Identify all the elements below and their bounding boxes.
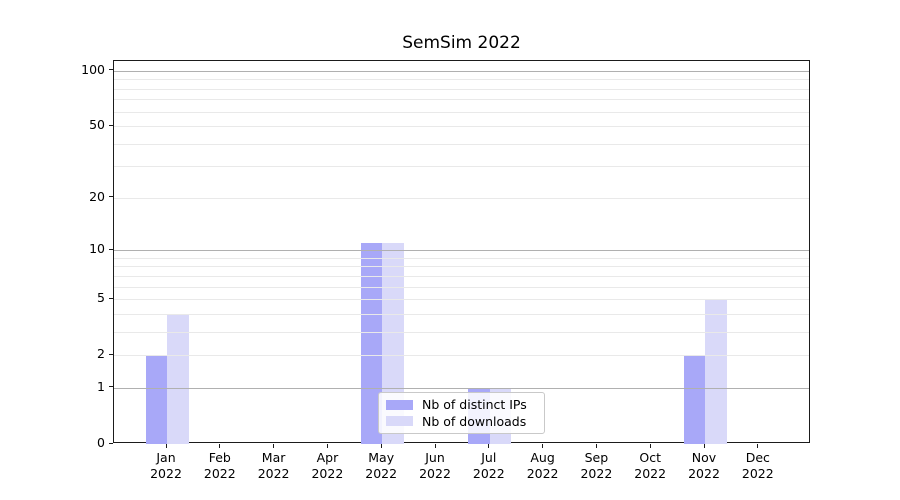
minor-gridline: [114, 143, 809, 145]
x-axis-tick-label: Jan 2022: [150, 450, 182, 481]
minor-gridline: [114, 257, 809, 259]
minor-gridline: [114, 197, 809, 199]
x-axis-tick-label: May 2022: [365, 450, 398, 481]
legend-item-distinct-ips: Nb of distinct IPs: [386, 397, 537, 412]
x-axis-tick-label: Feb 2022: [203, 450, 236, 481]
y-axis-tick-label: 100: [81, 61, 105, 77]
y-tick-mark: [109, 69, 113, 71]
legend: Nb of distinct IPs Nb of downloads: [378, 392, 545, 434]
minor-gridline: [114, 331, 809, 333]
x-tick-mark: [703, 444, 705, 448]
y-axis-tick-label: 5: [97, 290, 105, 306]
major-gridline: [114, 250, 809, 252]
x-axis-tick-label: Mar 2022: [257, 450, 290, 481]
x-axis-tick-label: Jun 2022: [419, 450, 451, 481]
x-axis-tick-label: Jul 2022: [472, 450, 505, 481]
y-axis-tick-label: 2: [97, 346, 105, 362]
x-tick-mark: [434, 444, 436, 448]
y-tick-mark: [109, 196, 113, 198]
bar-distinct-ips-may: [360, 243, 383, 444]
x-tick-mark: [326, 444, 328, 448]
minor-gridline: [114, 111, 809, 113]
minor-gridline: [114, 355, 809, 357]
y-tick-mark: [109, 124, 113, 126]
major-gridline: [114, 70, 809, 72]
legend-swatch-downloads: [386, 416, 413, 427]
x-axis-tick-label: Apr 2022: [311, 450, 344, 481]
y-axis-tick-label: 10: [89, 241, 105, 257]
minor-gridline: [114, 313, 809, 315]
y-tick-mark: [109, 386, 113, 388]
minor-gridline: [114, 79, 809, 81]
y-axis-tick-label: 1: [97, 378, 105, 394]
x-tick-mark: [649, 444, 651, 448]
bar-downloads-jan: [167, 313, 189, 444]
minor-gridline: [114, 166, 809, 168]
bar-downloads-nov: [705, 299, 727, 444]
y-tick-mark: [109, 297, 113, 299]
x-axis-tick-label: Sep 2022: [580, 450, 613, 481]
plot-area: [113, 60, 810, 444]
bar-distinct-ips-jan: [145, 355, 167, 444]
minor-gridline: [114, 299, 809, 301]
y-tick-mark: [109, 442, 113, 444]
y-axis-tick-label: 20: [89, 188, 105, 204]
x-tick-mark: [595, 444, 597, 448]
minor-gridline: [114, 266, 809, 268]
x-axis-tick-label: Dec 2022: [741, 450, 774, 481]
legend-item-downloads: Nb of downloads: [386, 414, 537, 429]
y-tick-mark: [109, 248, 113, 250]
y-axis-tick-label: 50: [89, 117, 105, 133]
x-axis-tick-label: Nov 2022: [688, 450, 720, 481]
x-tick-mark: [488, 444, 490, 448]
x-tick-mark: [273, 444, 275, 448]
minor-gridline: [114, 286, 809, 288]
y-tick-mark: [109, 353, 113, 355]
x-tick-mark: [542, 444, 544, 448]
legend-swatch-distinct-ips: [386, 399, 413, 410]
legend-label-downloads: Nb of downloads: [422, 413, 527, 429]
minor-gridline: [114, 88, 809, 90]
minor-gridline: [114, 126, 809, 128]
x-tick-mark: [219, 444, 221, 448]
major-gridline: [114, 387, 809, 389]
x-tick-mark: [757, 444, 759, 448]
x-tick-mark: [380, 444, 382, 448]
y-axis-tick-label: 0: [97, 435, 105, 450]
minor-gridline: [114, 99, 809, 101]
bar-distinct-ips-nov: [683, 355, 705, 444]
chart-title: SemSim 2022: [402, 33, 521, 53]
x-axis-tick-label: Oct 2022: [634, 450, 667, 481]
x-axis-tick-label: Aug 2022: [526, 450, 559, 481]
legend-label-distinct-ips: Nb of distinct IPs: [422, 397, 527, 413]
x-tick-mark: [165, 444, 167, 448]
minor-gridline: [114, 275, 809, 277]
